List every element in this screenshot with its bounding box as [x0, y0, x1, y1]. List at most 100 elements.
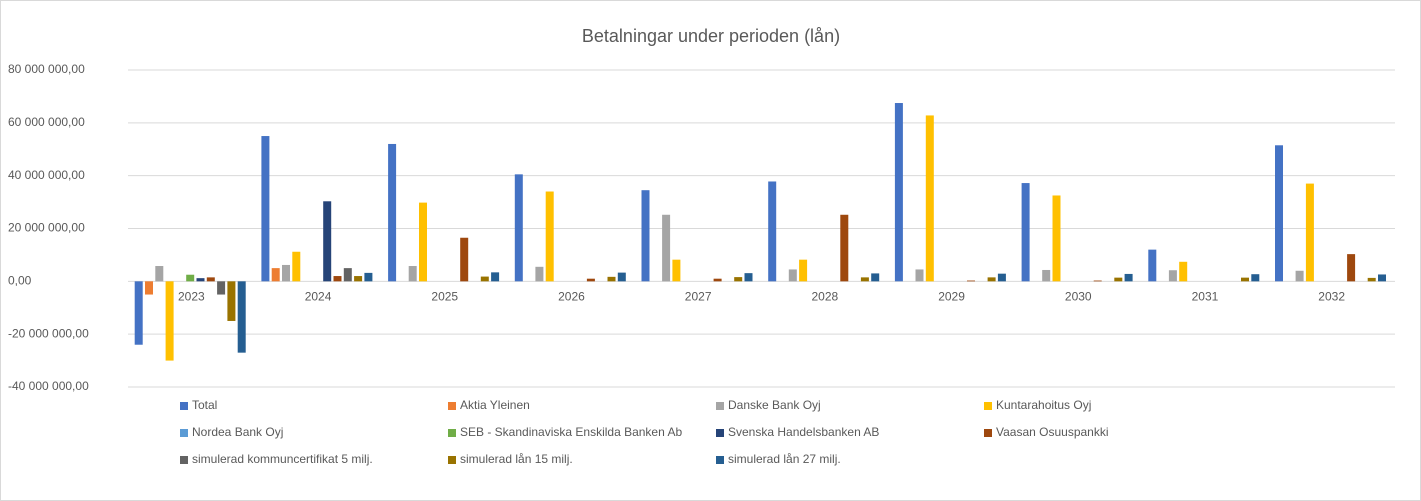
- bar: [713, 278, 722, 282]
- bar: [744, 273, 753, 282]
- bar: [662, 214, 671, 282]
- bar: [271, 268, 280, 282]
- bar: [799, 259, 808, 282]
- bar: [343, 268, 352, 282]
- bar: [788, 269, 797, 282]
- legend-label: simulerad lån 15 milj.: [460, 452, 573, 466]
- bar: [354, 276, 363, 282]
- legend-label: simulerad kommuncertifikat 5 milj.: [192, 452, 373, 466]
- y-tick-label: 0,00: [8, 274, 32, 288]
- bar: [514, 174, 523, 282]
- legend-swatch: [716, 429, 724, 437]
- bar: [987, 277, 996, 282]
- bar: [206, 277, 215, 282]
- bar: [734, 277, 743, 282]
- legend-label: SEB - Skandinaviska Enskilda Banken Ab: [460, 425, 682, 439]
- legend-label: Svenska Handelsbanken AB: [728, 425, 879, 439]
- legend-label: Vaasan Osuuspankki: [996, 425, 1109, 439]
- bar: [480, 276, 489, 282]
- bar: [237, 281, 246, 353]
- y-tick-label: 60 000 000,00: [8, 115, 85, 129]
- bar: [925, 115, 934, 282]
- legend-label: Danske Bank Oyj: [728, 398, 821, 412]
- x-tick-label: 2026: [558, 290, 585, 304]
- bar: [364, 272, 373, 282]
- y-tick-label: 20 000 000,00: [8, 221, 85, 235]
- legend-swatch: [984, 402, 992, 410]
- legend-swatch: [180, 402, 188, 410]
- x-tick-label: 2025: [431, 290, 458, 304]
- bar: [1114, 277, 1123, 282]
- bar: [997, 273, 1006, 282]
- y-tick-label: 80 000 000,00: [8, 62, 85, 76]
- bar: [1052, 195, 1061, 282]
- bar: [323, 201, 332, 282]
- x-tick-label: 2031: [1192, 290, 1219, 304]
- bar: [388, 143, 397, 282]
- bar: [292, 251, 301, 282]
- bar: [586, 278, 595, 282]
- bar: [1275, 145, 1283, 282]
- legend-swatch: [448, 429, 456, 437]
- legend-swatch: [448, 456, 456, 464]
- x-tick-label: 2029: [938, 290, 965, 304]
- legend-swatch: [180, 429, 188, 437]
- bar: [165, 281, 174, 361]
- bar: [1168, 270, 1177, 282]
- bar: [1124, 273, 1133, 282]
- x-tick-label: 2030: [1065, 290, 1092, 304]
- legend-label: simulerad lån 27 milj.: [728, 452, 841, 466]
- bar: [672, 259, 681, 282]
- bar: [419, 202, 427, 282]
- bar: [894, 103, 903, 282]
- bar: [155, 266, 164, 282]
- bar: [860, 277, 869, 282]
- bar: [617, 272, 626, 282]
- bar: [196, 278, 205, 282]
- bar: [545, 191, 554, 282]
- bar: [1179, 261, 1188, 282]
- x-tick-label: 2023: [178, 290, 205, 304]
- bar: [282, 264, 290, 282]
- bar: [1093, 280, 1102, 282]
- legend-swatch: [984, 429, 992, 437]
- bar: [333, 276, 342, 282]
- y-tick-label: -20 000 000,00: [8, 326, 89, 340]
- x-tick-label: 2024: [305, 290, 332, 304]
- legend-label: Nordea Bank Oyj: [192, 425, 283, 439]
- chart-title: Betalningar under perioden (lån): [582, 26, 840, 46]
- legend-label: Total: [192, 398, 217, 412]
- legend-swatch: [716, 402, 724, 410]
- x-tick-label: 2027: [685, 290, 712, 304]
- legend-label: Aktia Yleinen: [460, 398, 530, 412]
- bar: [408, 266, 417, 282]
- legend-swatch: [180, 456, 188, 464]
- legend-label: Kuntarahoitus Oyj: [996, 398, 1091, 412]
- bar: [1347, 254, 1356, 282]
- bar: [1367, 277, 1376, 282]
- bar: [1295, 270, 1304, 282]
- bar: [227, 281, 236, 321]
- bar: [186, 274, 195, 282]
- bar: [1251, 274, 1260, 282]
- bar: [1042, 269, 1051, 282]
- bar: [134, 281, 143, 345]
- bar: [871, 273, 880, 282]
- bar: [1378, 274, 1386, 282]
- x-tick-label: 2028: [811, 290, 838, 304]
- bar: [261, 136, 270, 282]
- bar: [915, 269, 924, 282]
- legend-swatch: [448, 402, 456, 410]
- bar: [1021, 183, 1030, 282]
- y-tick-label: 40 000 000,00: [8, 168, 85, 182]
- bar: [145, 281, 153, 295]
- bar: [1241, 277, 1249, 282]
- bar: [768, 181, 777, 282]
- bar: [535, 266, 544, 282]
- bar: [840, 214, 849, 282]
- bar: [1148, 249, 1157, 282]
- legend-swatch: [716, 456, 724, 464]
- bar: [1305, 183, 1314, 282]
